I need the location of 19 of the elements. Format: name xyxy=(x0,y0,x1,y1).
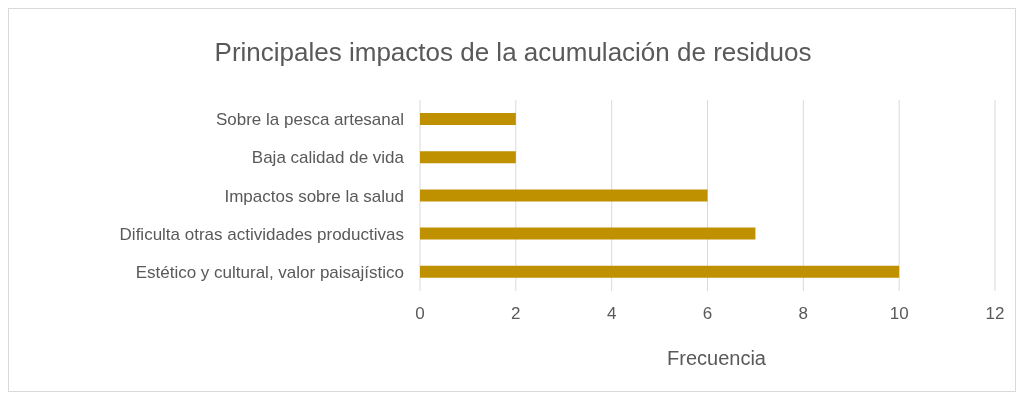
x-tick-label: 0 xyxy=(415,304,425,324)
bar xyxy=(420,113,516,125)
bar xyxy=(420,227,756,240)
x-tick-label: 2 xyxy=(511,304,521,324)
chart-title: Principales impactos de la acumulación de residuos xyxy=(213,37,813,68)
y-tick-label: Dificulta otras actividades productivas xyxy=(119,224,404,244)
x-tick-label: 8 xyxy=(798,304,809,324)
x-tick-label: 4 xyxy=(606,304,617,324)
x-axis-title: Frecuencia xyxy=(666,347,767,370)
x-tick-label: 12 xyxy=(985,304,1005,324)
y-tick-label: Sobre la pesca artesanal xyxy=(215,110,404,130)
bar xyxy=(420,189,708,202)
y-tick-label: Impactos sobre la salud xyxy=(224,186,404,206)
bar xyxy=(420,265,900,278)
y-tick-label: Baja calidad de vida xyxy=(251,148,405,168)
x-tick-label: 6 xyxy=(702,304,713,324)
y-tick-label: Estético y cultural, valor paisajístico xyxy=(135,262,404,282)
x-tick-label: 10 xyxy=(889,304,909,324)
bar xyxy=(420,151,516,164)
